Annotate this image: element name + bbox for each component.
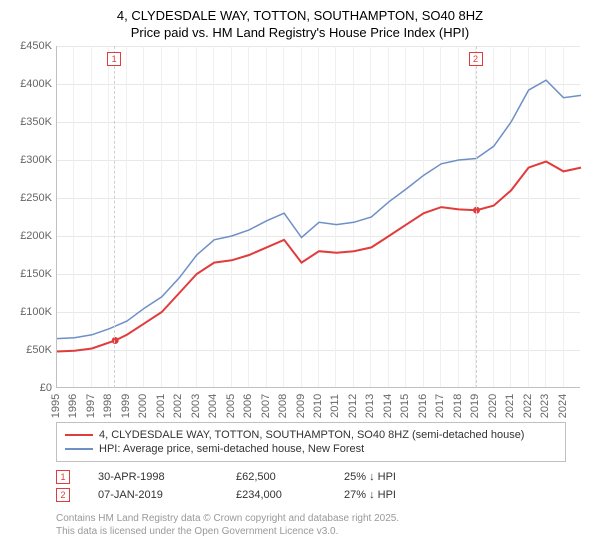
y-tick-label: £200K	[14, 230, 52, 242]
sale-dot	[112, 337, 119, 344]
chart-title-line2: Price paid vs. HM Land Registry's House …	[14, 25, 586, 40]
series-price_paid	[57, 161, 581, 351]
event-line	[476, 46, 477, 388]
x-tick-label: 2023	[539, 394, 551, 418]
x-tick-label: 2011	[329, 394, 341, 418]
x-tick-label: 2019	[469, 394, 481, 418]
y-tick-label: £150K	[14, 268, 52, 280]
x-tick-label: 2001	[155, 394, 167, 418]
x-tick-label: 2021	[504, 394, 516, 418]
transaction-pct: 27% ↓ HPI	[344, 489, 396, 501]
x-tick-label: 2024	[557, 394, 569, 418]
chart-title-line1: 4, CLYDESDALE WAY, TOTTON, SOUTHAMPTON, …	[14, 8, 586, 25]
y-tick-label: £250K	[14, 192, 52, 204]
x-tick-label: 1996	[67, 394, 79, 418]
x-tick-label: 2005	[225, 394, 237, 418]
event-marker: 2	[469, 52, 483, 66]
x-tick-label: 2010	[312, 394, 324, 418]
y-tick-label: £50K	[14, 344, 52, 356]
x-tick-label: 1995	[50, 394, 62, 418]
x-tick-label: 1997	[85, 394, 97, 418]
attribution: Contains HM Land Registry data © Crown c…	[56, 512, 586, 538]
x-tick-label: 2006	[242, 394, 254, 418]
x-tick-label: 2020	[487, 394, 499, 418]
x-tick-label: 1999	[120, 394, 132, 418]
transaction-marker: 1	[56, 470, 70, 484]
chart-container: 4, CLYDESDALE WAY, TOTTON, SOUTHAMPTON, …	[0, 0, 600, 560]
legend-label: 4, CLYDESDALE WAY, TOTTON, SOUTHAMPTON, …	[99, 429, 524, 441]
x-tick-label: 2016	[417, 394, 429, 418]
legend-item: 4, CLYDESDALE WAY, TOTTON, SOUTHAMPTON, …	[65, 429, 557, 441]
transaction-pct: 25% ↓ HPI	[344, 471, 396, 483]
event-marker: 1	[107, 52, 121, 66]
transaction-date: 07-JAN-2019	[98, 489, 208, 501]
x-tick-label: 1998	[102, 394, 114, 418]
x-tick-label: 2003	[190, 394, 202, 418]
data-lines	[57, 46, 581, 388]
attribution-line2: This data is licensed under the Open Gov…	[56, 525, 586, 538]
y-tick-label: £300K	[14, 154, 52, 166]
y-tick-label: £450K	[14, 40, 52, 52]
plot-area	[56, 46, 580, 388]
x-tick-label: 2015	[399, 394, 411, 418]
x-tick-label: 2022	[522, 394, 534, 418]
legend: 4, CLYDESDALE WAY, TOTTON, SOUTHAMPTON, …	[56, 422, 566, 462]
transaction-date: 30-APR-1998	[98, 471, 208, 483]
event-line	[114, 46, 115, 388]
x-tick-label: 2008	[277, 394, 289, 418]
x-tick-label: 2007	[260, 394, 272, 418]
y-tick-label: £400K	[14, 78, 52, 90]
legend-label: HPI: Average price, semi-detached house,…	[99, 443, 364, 455]
legend-item: HPI: Average price, semi-detached house,…	[65, 443, 557, 455]
x-tick-label: 2013	[364, 394, 376, 418]
transaction-marker: 2	[56, 488, 70, 502]
x-tick-label: 2004	[207, 394, 219, 418]
transaction-row: 1 30-APR-1998 £62,500 25% ↓ HPI	[56, 470, 586, 484]
x-tick-label: 2002	[172, 394, 184, 418]
legend-swatch	[65, 448, 93, 450]
y-tick-label: £0	[14, 382, 52, 394]
x-tick-label: 2012	[347, 394, 359, 418]
transaction-price: £234,000	[236, 489, 316, 501]
transaction-price: £62,500	[236, 471, 316, 483]
legend-swatch	[65, 434, 93, 436]
x-tick-label: 2009	[295, 394, 307, 418]
x-tick-label: 2014	[382, 394, 394, 418]
x-tick-label: 2017	[434, 394, 446, 418]
attribution-line1: Contains HM Land Registry data © Crown c…	[56, 512, 586, 525]
transaction-row: 2 07-JAN-2019 £234,000 27% ↓ HPI	[56, 488, 586, 502]
y-tick-label: £350K	[14, 116, 52, 128]
y-tick-label: £100K	[14, 306, 52, 318]
chart-area: £0 £50K £100K £150K £200K £250K £300K £350K £400…	[14, 46, 584, 416]
transaction-table: 1 30-APR-1998 £62,500 25% ↓ HPI 2 07-JAN-2019…	[56, 470, 586, 502]
series-hpi	[57, 80, 581, 338]
x-tick-label: 2000	[137, 394, 149, 418]
x-tick-label: 2018	[452, 394, 464, 418]
